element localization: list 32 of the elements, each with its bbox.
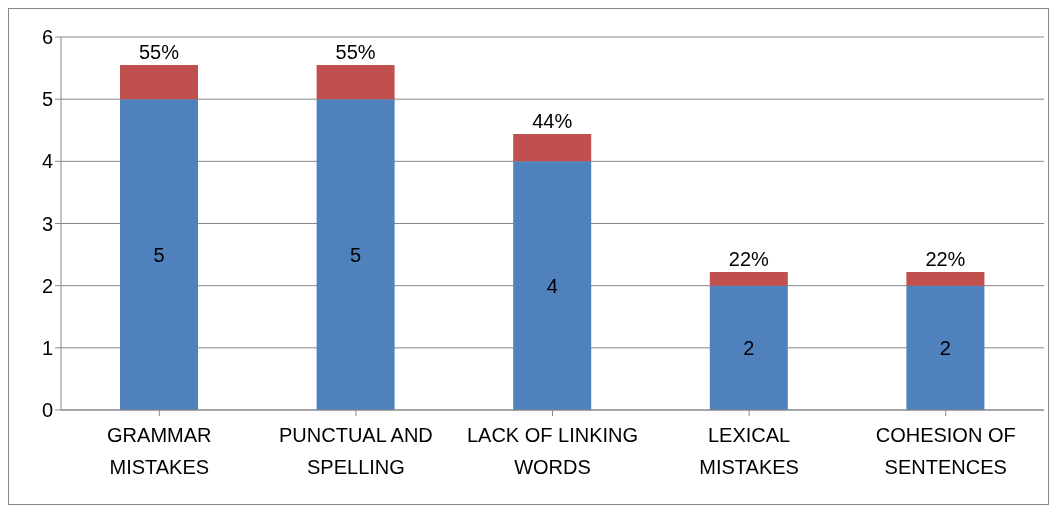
bar xyxy=(120,99,198,410)
data-label: 22% xyxy=(925,247,966,270)
bar xyxy=(316,99,395,410)
bar xyxy=(120,64,198,100)
data-label: 2 xyxy=(743,336,755,359)
y-tick-label: 3 xyxy=(41,212,53,235)
x-tick-label: LEXICAL MISTAKES xyxy=(699,424,799,478)
y-tick-label: 5 xyxy=(41,88,53,111)
bar xyxy=(316,64,395,100)
y-tick-label: 4 xyxy=(41,150,53,173)
data-label: 44% xyxy=(532,109,573,132)
data-label: 22% xyxy=(728,247,770,270)
bar xyxy=(513,161,592,410)
bar xyxy=(906,271,985,286)
x-tick-label: LACK OF LINKING WORDS xyxy=(466,424,639,478)
data-label: 55% xyxy=(138,40,180,63)
x-tick-label: PUNCTUAL AND SPELLING xyxy=(279,424,433,478)
data-label: 5 xyxy=(153,243,165,266)
data-label: 4 xyxy=(546,274,558,297)
y-tick-label: 2 xyxy=(41,274,53,297)
data-label: 55% xyxy=(335,40,376,63)
data-label: 5 xyxy=(350,243,362,266)
bar xyxy=(513,133,592,162)
bar xyxy=(709,285,788,410)
data-label: 2 xyxy=(939,336,951,359)
x-tick-label: COHESION OF SENTENCES xyxy=(875,424,1016,478)
y-tick-label: 6 xyxy=(41,26,53,49)
y-tick-label: 1 xyxy=(41,336,53,359)
y-tick-label: 0 xyxy=(41,399,53,422)
bar xyxy=(906,285,985,410)
bar xyxy=(709,271,788,286)
x-tick-label: GRAMMAR MISTAKES xyxy=(107,424,212,478)
